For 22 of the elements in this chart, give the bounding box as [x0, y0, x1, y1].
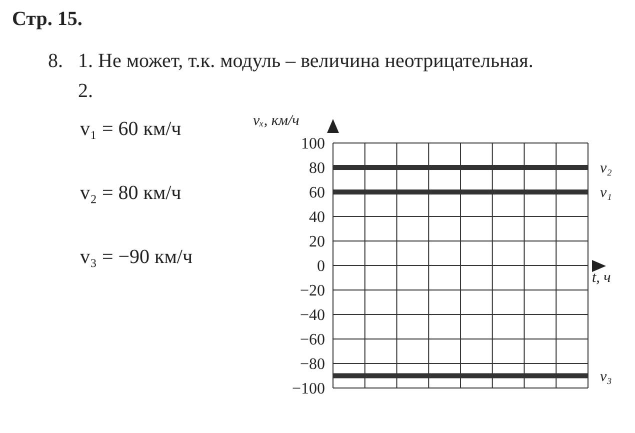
y-tick-label: 40 [309, 209, 325, 226]
text: 2. [78, 80, 93, 103]
y-tick-label: 20 [309, 234, 325, 251]
y-tick-label: −20 [300, 282, 325, 300]
chart-subtitle: 8. 1. Не может, т.к. модуль – величина неотрицательная. [48, 50, 534, 73]
text: v₃ = −90 км/ч [80, 246, 193, 269]
y-tick-label: 0 [317, 258, 325, 276]
y-tick-label: 60 [309, 184, 325, 202]
series-label: v₃ [600, 368, 612, 385]
x-axis-title: t, ч [592, 270, 611, 286]
series-label: v₂ [600, 160, 612, 176]
text: Стр. 15. [12, 8, 82, 31]
series-label: v₁ [600, 185, 612, 201]
y-axis-title: vₓ, км/ч [253, 113, 300, 130]
y-tick-label: −80 [300, 356, 325, 374]
y-tick-label: −100 [292, 380, 325, 398]
y-tick-label: 80 [309, 160, 325, 178]
text: v₁ = 60 км/ч [80, 118, 182, 141]
text: v₂ = 80 км/ч [80, 182, 182, 205]
y-tick-label: −40 [300, 307, 325, 324]
y-tick-label: −60 [300, 332, 325, 349]
y-tick-label: 100 [301, 136, 325, 153]
